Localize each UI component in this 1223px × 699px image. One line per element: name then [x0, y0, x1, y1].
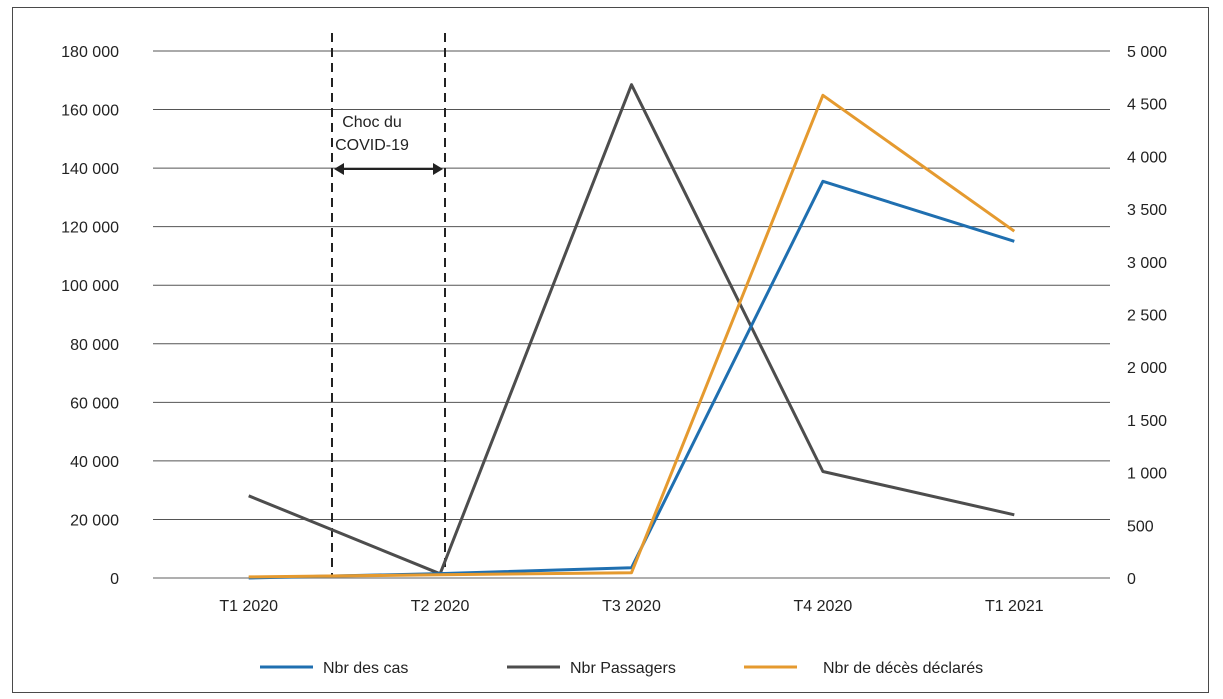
left-tick-label: 40 000: [70, 454, 119, 471]
series-line-nbr-des-cas: [248, 179, 1015, 580]
x-tick-label: T3 2020: [602, 598, 661, 615]
series-lines: [248, 83, 1016, 580]
annotation-arrow-right-head: [433, 163, 443, 175]
x-tick-label: T2 2020: [411, 598, 470, 615]
right-tick-label: 0: [1127, 571, 1136, 588]
right-tick-label: 2 500: [1127, 308, 1167, 325]
right-tick-label: 1 500: [1127, 413, 1167, 430]
right-tick-label: 500: [1127, 518, 1154, 535]
x-tick-label: T1 2020: [219, 598, 278, 615]
covid-shock-annotation: Choc du COVID-19: [331, 33, 446, 575]
right-tick-label: 3 000: [1127, 255, 1167, 272]
x-tick-label: T1 2021: [985, 598, 1044, 615]
left-tick-label: 60 000: [70, 395, 119, 412]
chart-frame: Choc du COVID-19 0 20 000 40 000 60 000 80 0…: [12, 7, 1209, 693]
legend-label: Nbr des cas: [323, 660, 408, 677]
legend: Nbr des cas Nbr Passagers Nbr de décès déc…: [260, 660, 983, 677]
annotation-arrow-left-head: [334, 163, 344, 175]
left-tick-label: 100 000: [61, 278, 119, 295]
x-axis-ticks: T1 2020 T2 2020 T3 2020 T4 2020 T1 2021: [219, 598, 1043, 615]
right-axis-ticks: 0 500 1 000 1 500 2 000 2 500 3 000 3 500 4 000 4…: [1127, 44, 1167, 588]
series-line-nbr-de-deces-declares: [248, 93, 1016, 579]
left-tick-label: 80 000: [70, 337, 119, 354]
left-tick-label: 20 000: [70, 512, 119, 529]
right-tick-label: 2 000: [1127, 360, 1167, 377]
legend-label: Nbr de décès déclarés: [823, 660, 983, 677]
right-tick-label: 4 000: [1127, 149, 1167, 166]
legend-label: Nbr Passagers: [570, 660, 676, 677]
right-tick-label: 3 500: [1127, 202, 1167, 219]
x-tick-label: T4 2020: [794, 598, 853, 615]
annotation-label-line1: Choc du: [342, 114, 402, 131]
annotation-label-line2: COVID-19: [335, 137, 409, 154]
left-tick-label: 120 000: [61, 220, 119, 237]
right-tick-label: 4 500: [1127, 97, 1167, 114]
left-tick-label: 180 000: [61, 44, 119, 61]
series-line-nbr-passagers: [248, 83, 1015, 576]
left-tick-label: 160 000: [61, 103, 119, 120]
left-axis-ticks: 0 20 000 40 000 60 000 80 000 100 000 120 000 1…: [61, 44, 119, 588]
grid-lines: [153, 50, 1110, 579]
right-tick-label: 1 000: [1127, 466, 1167, 483]
chart-svg: Choc du COVID-19 0 20 000 40 000 60 000 80 0…: [61, 33, 1167, 677]
left-tick-label: 0: [110, 571, 119, 588]
right-tick-label: 5 000: [1127, 44, 1167, 61]
left-tick-label: 140 000: [61, 161, 119, 178]
